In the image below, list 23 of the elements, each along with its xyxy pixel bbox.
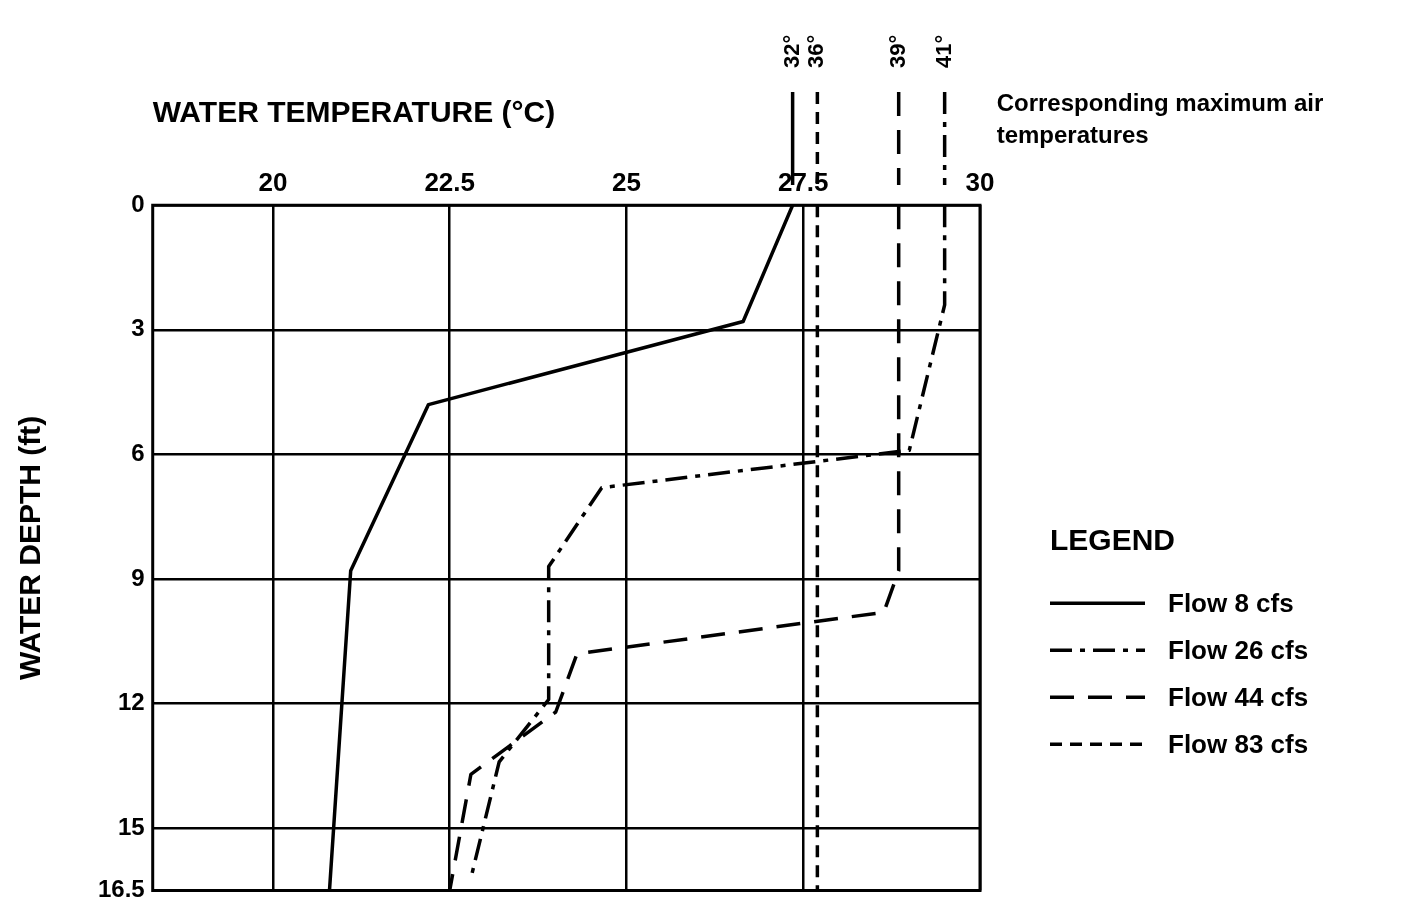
text: 32° bbox=[778, 34, 804, 68]
legend-title: LEGEND bbox=[1050, 523, 1176, 557]
legend-label: Flow 44 cfs bbox=[1168, 682, 1309, 713]
y-tick-label: 16.5 bbox=[97, 875, 145, 903]
x-tick-label: 30 bbox=[965, 166, 995, 197]
y-tick-label: 0 bbox=[131, 189, 145, 217]
legend-label: Flow 8 cfs bbox=[1168, 588, 1294, 619]
y-tick-label: 9 bbox=[131, 563, 145, 591]
x-axis-title: WATER TEMPERATURE (°C) bbox=[152, 95, 556, 129]
legend-label: Flow 26 cfs bbox=[1168, 635, 1309, 666]
text: 39° bbox=[884, 34, 910, 68]
legend-label: Flow 83 cfs bbox=[1168, 729, 1309, 760]
y-tick-label: 6 bbox=[131, 439, 145, 467]
text: Corresponding maximum air temperatures bbox=[996, 89, 1324, 148]
text: 41° bbox=[930, 34, 956, 68]
x-tick-label: 22.5 bbox=[424, 166, 475, 197]
x-tick-label: 20 bbox=[258, 166, 288, 197]
y-tick-label: 12 bbox=[118, 688, 145, 716]
x-tick-label: 25 bbox=[612, 166, 641, 197]
y-axis-title: WATER DEPTH (ft) bbox=[13, 415, 47, 681]
y-tick-label: 15 bbox=[118, 812, 145, 840]
text: 36° bbox=[803, 34, 829, 68]
y-tick-label: 3 bbox=[131, 314, 145, 342]
